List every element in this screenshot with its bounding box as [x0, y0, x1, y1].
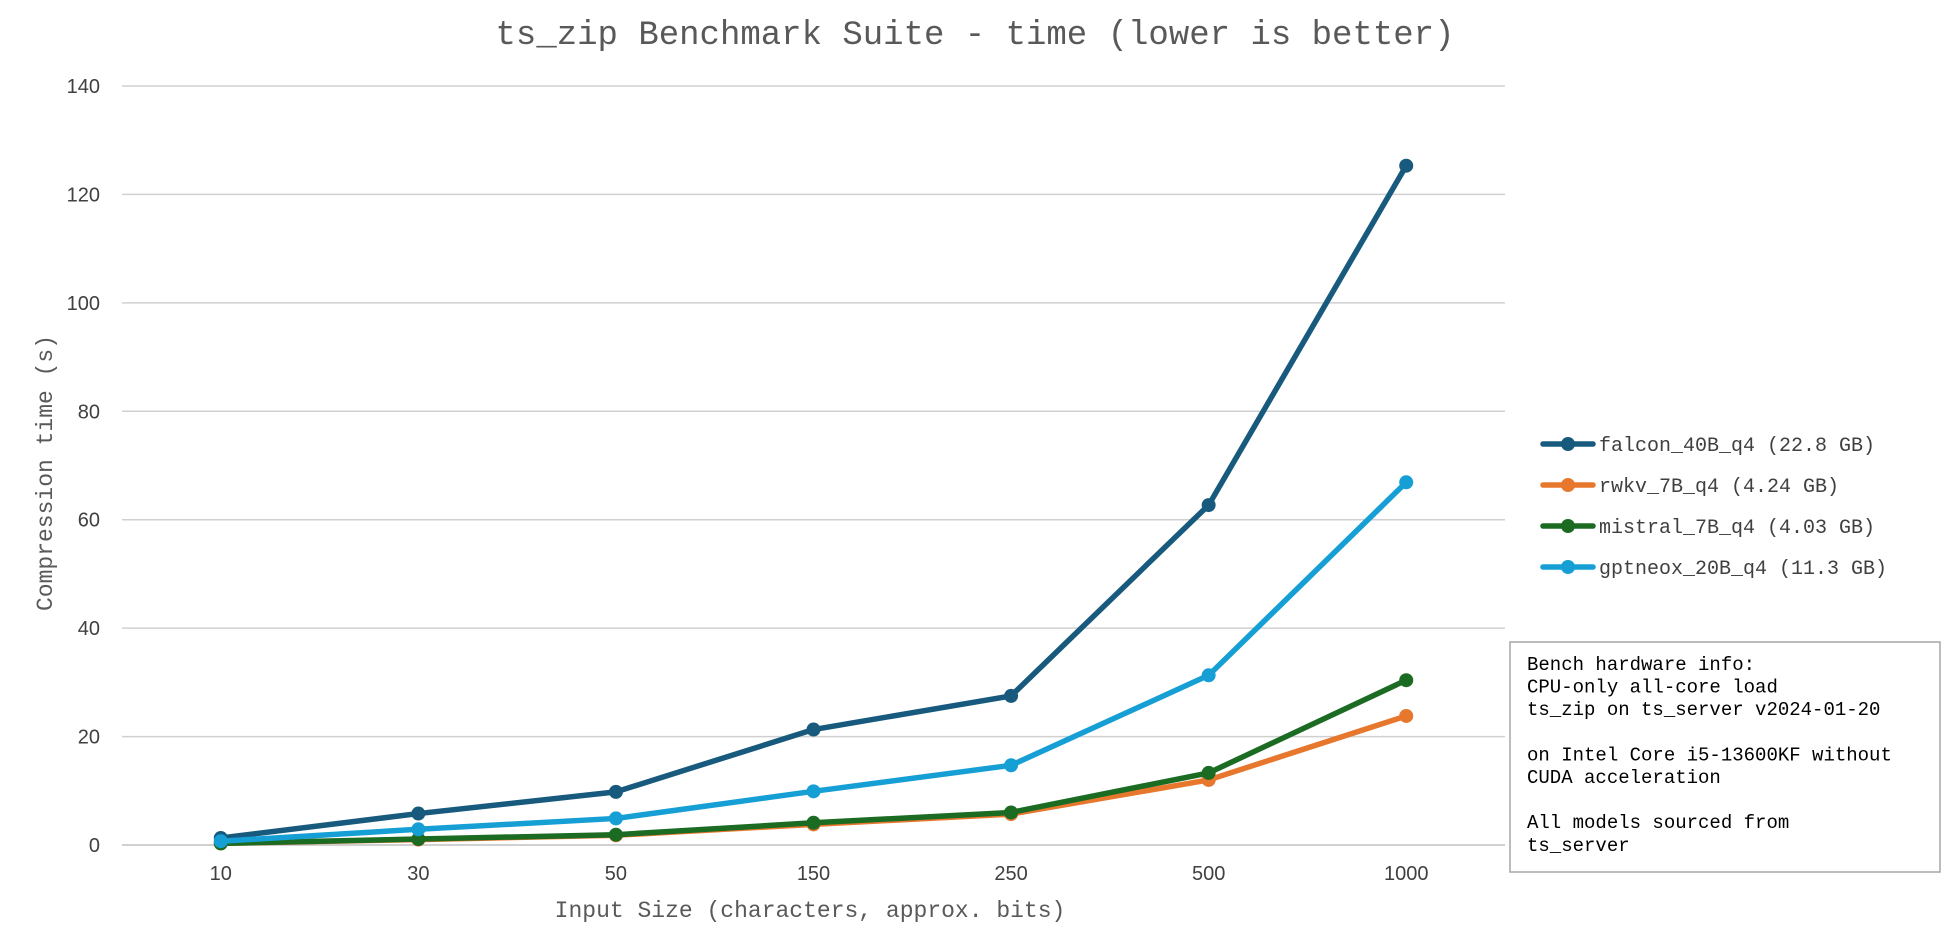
- data-point: [608, 811, 623, 826]
- y-tick-label: 60: [78, 510, 100, 532]
- y-tick-label: 40: [78, 618, 100, 640]
- y-axis-label: Compression time (s): [33, 335, 59, 611]
- gridlines: [122, 85, 1505, 846]
- y-tick-label: 0: [89, 835, 100, 857]
- legend-label: mistral_7B_q4 (4.03 GB): [1599, 517, 1875, 540]
- data-point: [1004, 758, 1019, 773]
- annotation-line: Bench hardware info:: [1527, 654, 1755, 676]
- y-axis-ticks: 0 20 40 60 80 100 120 140: [67, 76, 100, 857]
- data-point: [411, 806, 426, 821]
- y-tick-label: 100: [67, 293, 100, 315]
- data-point: [1201, 498, 1216, 513]
- data-point: [213, 834, 228, 849]
- y-tick-label: 80: [78, 401, 100, 423]
- series-2: [213, 673, 1414, 851]
- legend-swatch-marker: [1561, 478, 1575, 492]
- data-point: [1399, 708, 1414, 723]
- annotation-line: ts_zip on ts_server v2024-01-20: [1527, 699, 1880, 721]
- x-tick-label: 150: [797, 863, 830, 885]
- data-point: [1004, 688, 1019, 703]
- y-tick-label: 20: [78, 727, 100, 749]
- annotation-line: All models sourced from: [1527, 812, 1789, 834]
- legend-swatch-marker: [1561, 437, 1575, 451]
- legend: falcon_40B_q4 (22.8 GB) rwkv_7B_q4 (4.24 …: [1540, 435, 1887, 581]
- data-point: [608, 784, 623, 799]
- annotation-line: CPU-only all-core load: [1527, 677, 1778, 699]
- annotation-line: on Intel Core i5-13600KF without: [1527, 744, 1892, 766]
- x-tick-label: 1000: [1384, 863, 1429, 885]
- legend-item: mistral_7B_q4 (4.03 GB): [1540, 517, 1875, 540]
- legend-item: falcon_40B_q4 (22.8 GB): [1540, 435, 1875, 458]
- data-point: [608, 827, 623, 842]
- data-point: [411, 832, 426, 847]
- data-point: [1201, 765, 1216, 780]
- series-3: [213, 475, 1414, 849]
- x-axis-ticks: 10 30 50 150 250 500 1000: [210, 863, 1429, 885]
- legend-label: falcon_40B_q4 (22.8 GB): [1599, 435, 1875, 458]
- data-point: [1399, 475, 1414, 490]
- legend-swatch-marker: [1561, 519, 1575, 533]
- data-point: [411, 822, 426, 837]
- legend-label: gptneox_20B_q4 (11.3 GB): [1599, 558, 1887, 581]
- legend-label: rwkv_7B_q4 (4.24 GB): [1599, 476, 1839, 499]
- data-point: [1399, 673, 1414, 688]
- legend-item: gptneox_20B_q4 (11.3 GB): [1540, 558, 1887, 581]
- legend-swatch-marker: [1561, 560, 1575, 574]
- series-0: [213, 158, 1414, 845]
- x-tick-label: 50: [605, 863, 627, 885]
- annotation-line: ts_server: [1527, 835, 1630, 857]
- x-tick-label: 10: [210, 863, 232, 885]
- chart-title: ts_zip Benchmark Suite - time (lower is …: [496, 17, 1455, 55]
- annotation-frame: [1509, 641, 1941, 873]
- y-tick-label: 140: [67, 76, 100, 98]
- x-axis-label: Input Size (characters, approx. bits): [555, 898, 1066, 924]
- series-lines: [213, 158, 1414, 851]
- legend-item: rwkv_7B_q4 (4.24 GB): [1540, 476, 1839, 499]
- data-point: [806, 722, 821, 737]
- data-point: [1004, 805, 1019, 820]
- data-point: [1201, 668, 1216, 683]
- data-point: [1399, 158, 1414, 173]
- x-tick-label: 30: [407, 863, 429, 885]
- x-tick-label: 250: [994, 863, 1027, 885]
- data-point: [806, 815, 821, 830]
- data-point: [806, 784, 821, 799]
- y-tick-label: 120: [67, 184, 100, 206]
- x-tick-label: 500: [1192, 863, 1225, 885]
- annotation-line: CUDA acceleration: [1527, 767, 1721, 789]
- annotation-box: Bench hardware info:CPU-only all-core lo…: [1509, 641, 1941, 873]
